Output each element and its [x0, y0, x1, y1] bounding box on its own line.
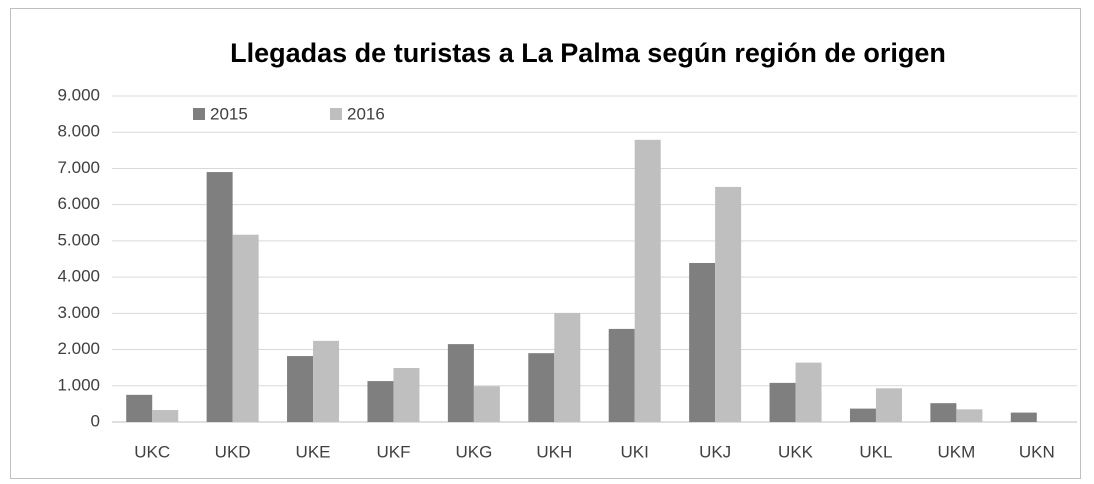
x-tick-label: UKC	[134, 442, 170, 461]
x-tick-label: UKH	[536, 442, 572, 461]
bar	[634, 139, 661, 422]
bar	[689, 262, 716, 422]
x-tick-label: UKE	[296, 442, 331, 461]
bar	[447, 344, 474, 422]
y-tick-label: 8.000	[57, 122, 100, 141]
bar	[554, 312, 581, 422]
bar	[849, 408, 876, 422]
bar	[473, 386, 500, 422]
legend-swatch	[330, 108, 342, 120]
bar	[608, 328, 635, 422]
bar	[1010, 412, 1037, 422]
bar	[875, 388, 902, 422]
bar	[715, 186, 742, 422]
bar	[769, 382, 796, 422]
bar	[206, 172, 233, 422]
bar	[287, 356, 314, 422]
bar	[126, 394, 153, 422]
bar	[795, 362, 822, 422]
x-tick-label: UKK	[778, 442, 814, 461]
y-tick-label: 7.000	[57, 158, 100, 177]
bar	[367, 381, 394, 422]
x-tick-label: UKM	[937, 442, 975, 461]
y-tick-label: 4.000	[57, 267, 100, 286]
bar	[393, 368, 420, 422]
x-tick-label: UKI	[621, 442, 649, 461]
x-tick-label: UKG	[455, 442, 492, 461]
bar	[528, 353, 555, 422]
legend-label: 2015	[210, 104, 248, 123]
bar	[313, 340, 340, 422]
y-tick-label: 5.000	[57, 230, 100, 249]
bar	[930, 403, 957, 422]
legend-swatch	[193, 108, 205, 120]
bar	[956, 409, 983, 422]
bar	[152, 410, 179, 422]
x-tick-label: UKN	[1019, 442, 1055, 461]
x-tick-label: UKJ	[699, 442, 731, 461]
chart-title: Llegadas de turistas a La Palma según re…	[230, 38, 946, 68]
y-tick-label: 3.000	[57, 303, 100, 322]
x-tick-label: UKD	[215, 442, 251, 461]
y-tick-label: 1.000	[57, 375, 100, 394]
y-tick-label: 0	[91, 411, 100, 430]
y-tick-label: 9.000	[57, 85, 100, 104]
y-tick-label: 2.000	[57, 339, 100, 358]
bar	[232, 234, 259, 422]
x-tick-label: UKF	[376, 442, 410, 461]
x-tick-label: UKL	[859, 442, 892, 461]
y-tick-label: 6.000	[57, 194, 100, 213]
legend-label: 2016	[347, 104, 385, 123]
